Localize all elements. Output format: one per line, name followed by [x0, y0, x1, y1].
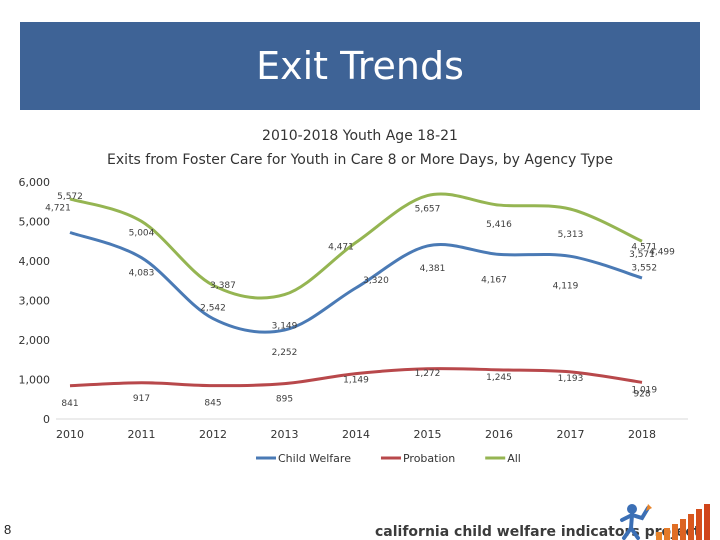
- y-tick-label: 6,000: [19, 176, 51, 189]
- data-label-probation: 1,245: [486, 373, 512, 383]
- legend-label-probation: Probation: [403, 452, 455, 465]
- data-label-child-welfare: 4,167: [481, 275, 507, 285]
- x-tick-label: 2013: [271, 428, 299, 441]
- data-label-child-welfare: 4,721: [45, 204, 71, 214]
- footer-logo: california child welfare indicators proj…: [375, 500, 720, 540]
- footer-logo-text: california child welfare indicators proj…: [375, 524, 701, 540]
- data-label-child-welfare: 2,542: [200, 304, 226, 314]
- extra-data-label-child-welfare: 3,552: [631, 264, 657, 274]
- data-label-probation: 928: [633, 389, 650, 399]
- data-label-child-welfare: 3,320: [363, 276, 389, 286]
- page-number: 8: [4, 522, 12, 537]
- data-label-child-welfare: 4,381: [420, 264, 446, 274]
- data-label-probation: 1,193: [558, 374, 584, 384]
- slide-title: Exit Trends: [256, 44, 464, 88]
- data-label-all: 5,313: [558, 230, 584, 240]
- chart-title: 2010-2018 Youth Age 18-21: [262, 128, 458, 144]
- extra-data-label-probation: 1,019: [631, 386, 657, 396]
- data-label-probation: 845: [204, 399, 221, 409]
- y-tick-label: 4,000: [19, 255, 51, 268]
- x-tick-label: 2011: [128, 428, 156, 441]
- data-label-probation: 1,272: [415, 369, 441, 379]
- logo-figure-icon: [620, 504, 710, 540]
- data-label-probation: 895: [276, 395, 293, 405]
- x-tick-label: 2012: [199, 428, 227, 441]
- data-label-all: 5,657: [415, 205, 441, 215]
- legend-label-child-welfare: Child Welfare: [278, 452, 351, 465]
- y-tick-label: 5,000: [19, 216, 51, 229]
- y-tick-label: 2,000: [19, 334, 51, 347]
- x-tick-label: 2014: [342, 428, 370, 441]
- data-label-probation: 917: [133, 394, 150, 404]
- x-tick-label: 2018: [628, 428, 656, 441]
- data-label-all: 4,471: [328, 242, 354, 252]
- data-label-all: 5,572: [57, 192, 83, 202]
- data-label-child-welfare: 2,252: [272, 348, 298, 358]
- x-tick-label: 2010: [56, 428, 84, 441]
- title-banner: Exit Trends: [20, 22, 700, 110]
- data-label-child-welfare: 4,119: [553, 281, 579, 291]
- legend-label-all: All: [507, 452, 521, 465]
- x-tick-label: 2017: [557, 428, 585, 441]
- y-tick-label: 3,000: [19, 295, 51, 308]
- x-tick-label: 2016: [485, 428, 513, 441]
- chart-subtitle: Exits from Foster Care for Youth in Care…: [107, 152, 613, 168]
- data-label-child-welfare: 4,083: [129, 269, 155, 279]
- x-tick-label: 2015: [414, 428, 442, 441]
- data-label-all: 3,149: [272, 322, 298, 332]
- data-label-probation: 841: [61, 399, 78, 409]
- data-label-probation: 1,149: [343, 376, 369, 386]
- y-tick-label: 0: [43, 413, 50, 426]
- data-label-all: 4,499: [649, 247, 675, 257]
- y-tick-label: 1,000: [19, 374, 51, 387]
- data-label-child-welfare: 3,571: [629, 250, 655, 260]
- data-label-all: 3,387: [210, 281, 236, 291]
- data-label-all: 5,004: [129, 228, 155, 238]
- data-label-all: 5,416: [486, 220, 512, 230]
- extra-data-label-all: 4,571: [631, 242, 657, 252]
